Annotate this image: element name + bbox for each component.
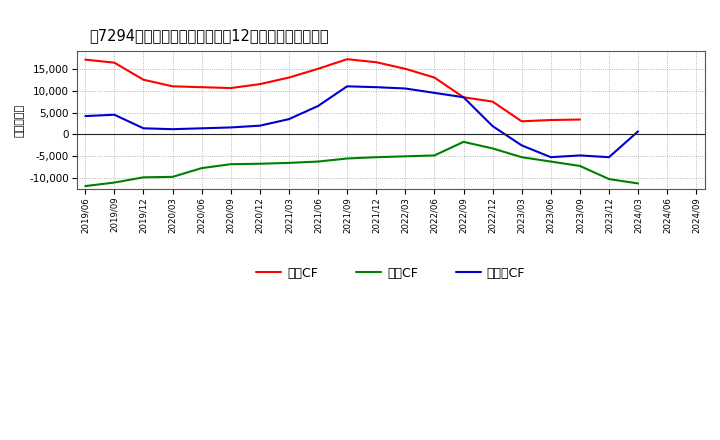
営業CF	[256, 81, 264, 87]
投資CF	[401, 154, 410, 159]
投資CF	[372, 154, 381, 160]
営業CF	[197, 84, 206, 90]
営業CF	[110, 60, 119, 65]
営業CF	[488, 99, 497, 104]
フリーCF	[284, 117, 293, 122]
Line: 投資CF: 投資CF	[85, 142, 638, 186]
フリーCF	[139, 126, 148, 131]
フリーCF	[226, 125, 235, 130]
投資CF	[81, 183, 89, 189]
営業CF	[139, 77, 148, 82]
営業CF	[634, 77, 642, 82]
フリーCF	[634, 129, 642, 134]
フリーCF	[372, 84, 381, 90]
営業CF	[284, 75, 293, 80]
フリーCF	[430, 90, 438, 95]
営業CF	[575, 117, 584, 122]
フリーCF	[197, 126, 206, 131]
投資CF	[284, 160, 293, 165]
投資CF	[139, 175, 148, 180]
投資CF	[168, 174, 177, 180]
投資CF	[488, 146, 497, 151]
投資CF	[430, 153, 438, 158]
フリーCF	[575, 153, 584, 158]
Y-axis label: （百万円）: （百万円）	[15, 104, 25, 137]
投資CF	[110, 180, 119, 185]
フリーCF	[488, 124, 497, 129]
営業CF	[81, 57, 89, 62]
投資CF	[314, 159, 323, 164]
フリーCF	[314, 103, 323, 109]
フリーCF	[256, 123, 264, 128]
投資CF	[518, 154, 526, 160]
営業CF	[372, 59, 381, 65]
営業CF	[226, 85, 235, 91]
投資CF	[256, 161, 264, 166]
営業CF	[459, 95, 468, 100]
営業CF	[168, 84, 177, 89]
営業CF	[546, 117, 555, 123]
投資CF	[546, 159, 555, 164]
営業CF	[401, 66, 410, 71]
フリーCF	[459, 95, 468, 100]
投資CF	[459, 139, 468, 144]
営業CF	[314, 66, 323, 71]
投資CF	[197, 165, 206, 171]
フリーCF	[343, 84, 351, 89]
フリーCF	[605, 154, 613, 160]
Text: 【7294】　キャッシュフローの12か月移動合計の推移: 【7294】 キャッシュフローの12か月移動合計の推移	[89, 28, 329, 43]
営業CF	[518, 119, 526, 124]
フリーCF	[401, 86, 410, 91]
フリーCF	[81, 114, 89, 119]
営業CF	[430, 75, 438, 80]
フリーCF	[168, 127, 177, 132]
投資CF	[634, 181, 642, 186]
フリーCF	[110, 112, 119, 117]
Legend: 営業CF, 投資CF, フリーCF: 営業CF, 投資CF, フリーCF	[251, 261, 530, 285]
投資CF	[605, 176, 613, 182]
Line: 営業CF: 営業CF	[85, 59, 638, 121]
フリーCF	[546, 154, 555, 160]
投資CF	[575, 163, 584, 169]
Line: フリーCF: フリーCF	[85, 86, 638, 157]
投資CF	[343, 156, 351, 161]
フリーCF	[518, 143, 526, 148]
営業CF	[343, 57, 351, 62]
投資CF	[226, 161, 235, 167]
